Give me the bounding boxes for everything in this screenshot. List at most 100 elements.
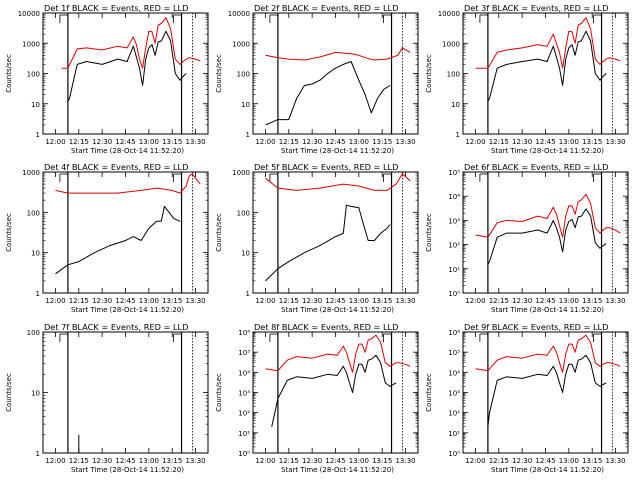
plot-frame (42, 12, 209, 135)
x-axis-label: Start Time (28-Oct-14 11:52:20) (71, 147, 184, 155)
detector-panel-7: Det 7f BLACK = Events, RED = LLD 1 10 100 Co… (5, 322, 209, 474)
y-tick-label: 1000 (442, 40, 460, 48)
y-tick-label: 10³ (238, 390, 250, 398)
y-tick-label: 1 (36, 131, 40, 139)
y-tick-label: 10⁶ (448, 329, 460, 337)
y-tick-label: 10⁶ (238, 329, 250, 337)
x-tick-label: 13:30 (605, 138, 625, 146)
x-tick-label: 12:00 (45, 457, 65, 465)
y-tick-label: 10² (448, 410, 460, 418)
x-tick-label: 12:00 (255, 138, 275, 146)
x-tick-label: 13:30 (185, 138, 205, 146)
x-tick-label: 12:00 (255, 457, 275, 465)
plot-frame (252, 12, 419, 135)
x-tick-label: 13:15 (372, 457, 392, 465)
x-axis-label: Start Time (28-Oct-14 11:52:20) (71, 306, 184, 314)
x-tick-label: 12:15 (279, 138, 299, 146)
x-tick-label: 12:15 (69, 138, 89, 146)
y-tick-label: 1000 (232, 169, 250, 177)
y-tick-label: 10 (451, 101, 460, 109)
plot-frame (462, 331, 629, 454)
x-tick-label: 13:00 (349, 297, 369, 305)
x-tick-label: 13:15 (162, 297, 182, 305)
y-tick-label: 10 (31, 250, 40, 258)
x-tick-label: 12:00 (255, 297, 275, 305)
x-tick-label: 12:30 (92, 457, 112, 465)
detector-panel-6: Det 6f BLACK = Events, RED = LLD 10⁰ 10¹ 10… (425, 162, 629, 314)
detector-panel-2: Det 2f BLACK = Events, RED = LLD 1 10 100 10… (215, 3, 419, 155)
x-tick-label: 12:45 (535, 297, 555, 305)
x-tick-label: 13:15 (372, 138, 392, 146)
plot-frame (462, 171, 629, 294)
x-tick-label: 13:00 (559, 138, 579, 146)
x-tick-label: 13:15 (162, 457, 182, 465)
x-tick-label: 13:30 (395, 297, 415, 305)
x-axis-label: Start Time (28-Oct-14 11:52:20) (281, 306, 394, 314)
x-tick-label: 12:30 (512, 457, 532, 465)
y-tick-label: 100 (237, 209, 250, 217)
lld-series-line (55, 173, 201, 194)
y-tick-label: 1000 (22, 169, 40, 177)
plot-frame (252, 171, 419, 294)
x-tick-label: 13:00 (349, 138, 369, 146)
y-tick-label: 10⁰ (448, 450, 460, 458)
y-tick-label: 1 (36, 290, 40, 298)
plot-frame (42, 331, 209, 454)
x-tick-label: 12:45 (115, 297, 135, 305)
y-tick-label: 100 (27, 71, 40, 79)
y-tick-label: 10 (241, 250, 250, 258)
x-tick-label: 13:30 (185, 297, 205, 305)
x-tick-label: 12:15 (489, 457, 509, 465)
plot-frame (462, 12, 629, 135)
y-tick-label: 10³ (448, 217, 460, 225)
y-tick-label: 10⁰ (238, 450, 250, 458)
x-axis-label: Start Time (28-Oct-14 11:52:20) (491, 466, 604, 474)
y-tick-label: 10⁰ (448, 290, 460, 298)
y-tick-label: 10 (241, 101, 250, 109)
x-tick-label: 13:00 (559, 297, 579, 305)
y-tick-label: 1 (36, 450, 40, 458)
x-tick-label: 13:00 (139, 297, 159, 305)
plot-frame (42, 171, 209, 294)
x-tick-label: 13:15 (162, 138, 182, 146)
x-tick-label: 13:00 (139, 457, 159, 465)
x-tick-label: 13:30 (605, 457, 625, 465)
y-tick-label: 1 (456, 131, 460, 139)
x-tick-label: 12:15 (69, 457, 89, 465)
x-tick-label: 12:00 (465, 138, 485, 146)
panel-title: Det 5f BLACK = Events, RED = LLD (254, 162, 398, 172)
x-tick-label: 12:15 (279, 457, 299, 465)
x-tick-label: 12:15 (69, 297, 89, 305)
x-tick-label: 13:15 (372, 297, 392, 305)
x-tick-label: 13:15 (582, 138, 602, 146)
y-axis-label: Counts/sec (425, 213, 433, 252)
lld-series-line (265, 334, 411, 373)
x-tick-label: 13:15 (582, 297, 602, 305)
x-tick-label: 12:00 (465, 297, 485, 305)
x-tick-label: 13:30 (395, 138, 415, 146)
x-tick-label: 13:30 (185, 457, 205, 465)
x-tick-label: 13:30 (395, 457, 415, 465)
y-tick-label: 10000 (228, 10, 250, 18)
lld-series-line (265, 173, 411, 191)
x-tick-label: 12:30 (302, 297, 322, 305)
events-series-line (487, 354, 607, 427)
y-tick-label: 10000 (438, 10, 460, 18)
x-tick-label: 12:30 (512, 138, 532, 146)
x-tick-label: 12:30 (302, 457, 322, 465)
x-tick-label: 12:45 (535, 457, 555, 465)
panel-title: Det 1f BLACK = Events, RED = LLD (44, 3, 188, 13)
x-tick-label: 12:30 (302, 138, 322, 146)
y-tick-label: 10² (238, 410, 250, 418)
panel-title: Det 3f BLACK = Events, RED = LLD (464, 3, 608, 13)
y-tick-label: 10¹ (238, 430, 250, 438)
y-tick-label: 10⁵ (448, 349, 460, 357)
y-axis-label: Counts/sec (5, 213, 13, 252)
x-tick-label: 12:00 (45, 138, 65, 146)
y-axis-label: Counts/sec (5, 54, 13, 93)
x-tick-label: 12:15 (489, 297, 509, 305)
panel-title: Det 9f BLACK = Events, RED = LLD (464, 322, 608, 332)
x-tick-label: 12:45 (325, 138, 345, 146)
events-series-line (271, 354, 397, 427)
